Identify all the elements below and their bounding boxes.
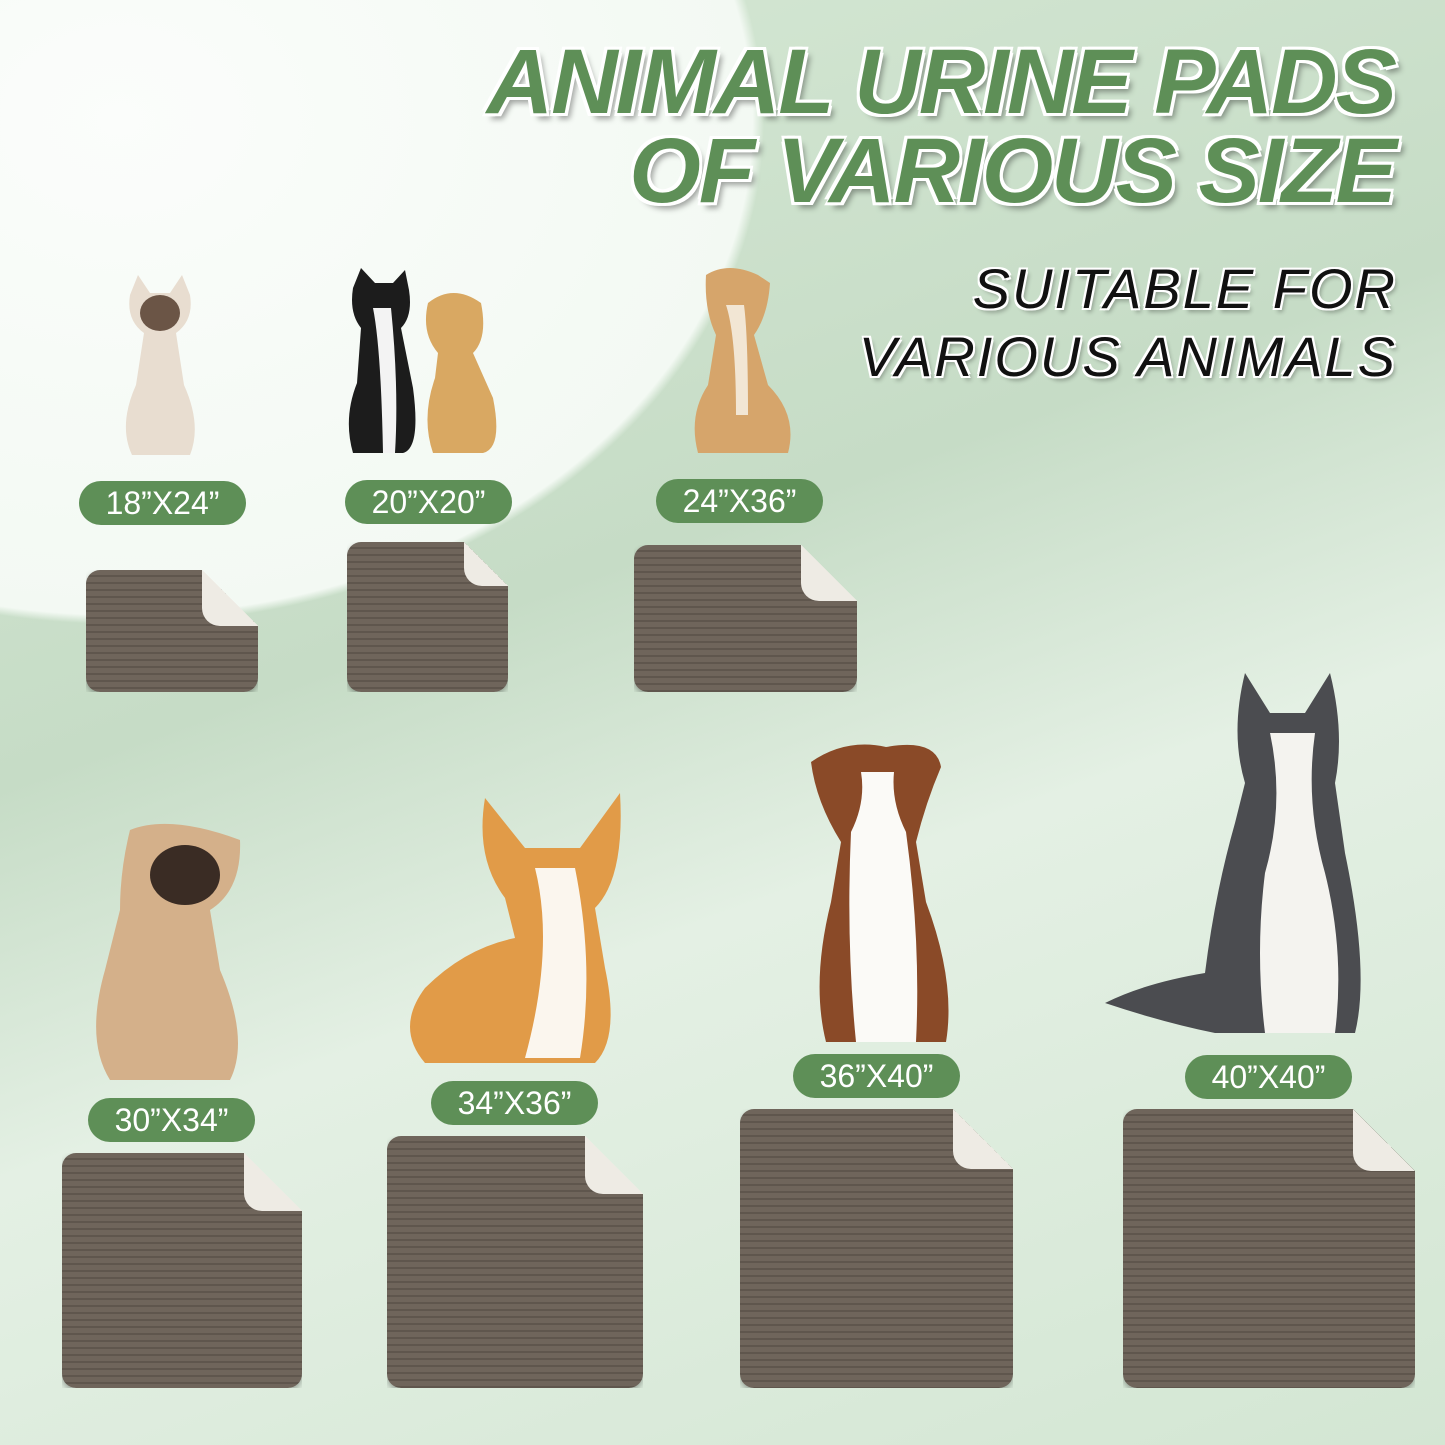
size-badge: 24”X36” bbox=[656, 479, 823, 523]
pug-image bbox=[96, 823, 241, 1080]
size-badge: 36”X40” bbox=[793, 1054, 960, 1098]
headline-line1: ANIMAL URINE PADS bbox=[486, 31, 1397, 133]
headline-line2: OF VARIOUS SIZE bbox=[629, 120, 1397, 222]
size-badge: 18”X24” bbox=[79, 481, 246, 525]
husky-image bbox=[1105, 673, 1361, 1033]
size-badge: 30”X34” bbox=[88, 1098, 255, 1142]
subheadline-line2: VARIOUS ANIMALS bbox=[858, 325, 1397, 388]
siamese-cat-image bbox=[125, 275, 195, 455]
size-badge: 34”X36” bbox=[431, 1081, 598, 1125]
australian-shepherd-image bbox=[811, 744, 949, 1042]
subheadline-line1: SUITABLE FOR bbox=[972, 257, 1397, 320]
corgi-image bbox=[410, 793, 621, 1063]
cat-and-puppy-image bbox=[348, 268, 497, 453]
size-badge: 20”X20” bbox=[345, 480, 512, 524]
mixed-dog-image bbox=[694, 268, 791, 453]
size-badge: 40”X40” bbox=[1185, 1055, 1352, 1099]
